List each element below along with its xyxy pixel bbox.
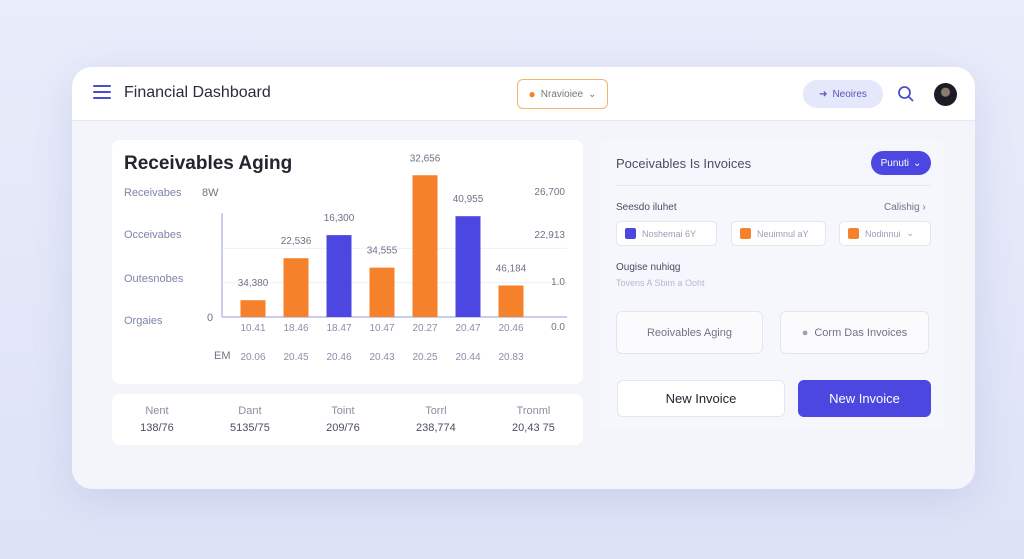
stats-bar: Nent 138/76 Dant 5135/75 Toint 209/76 Torrl… xyxy=(112,394,583,445)
page-title: Financial Dashboard xyxy=(124,84,271,101)
row-label: Outesnobes xyxy=(124,273,184,285)
stat-label: Torrl xyxy=(425,405,447,417)
user-selector-label: Nravioiee xyxy=(540,88,584,100)
new-invoice-button-secondary[interactable]: New Invoice xyxy=(617,380,785,417)
stat: Toint 209/76 xyxy=(326,405,360,434)
receivables-aging-chart: Receivables Aging Receivabes Occeivabes … xyxy=(112,140,583,384)
stat-value: 138/76 xyxy=(140,422,174,434)
stat-value: 209/76 xyxy=(326,422,360,434)
x-tick-label: 20.47 xyxy=(455,323,480,334)
user-icon: ● xyxy=(528,87,536,101)
x-tick-label: 18.46 xyxy=(283,323,308,334)
bar xyxy=(326,235,352,317)
tag-icon xyxy=(848,228,859,239)
right-axis-label: 1.0 xyxy=(551,277,565,288)
stat: Torrl 238,774 xyxy=(416,405,456,434)
right-axis-label: 22,913 xyxy=(534,230,565,241)
bar xyxy=(369,267,395,317)
section-title: Ougise nuhiqg xyxy=(616,262,681,273)
stat: Dant 5135/75 xyxy=(230,405,270,434)
stat-label: Toint xyxy=(331,405,355,417)
x-tick-label: 18.47 xyxy=(326,323,351,334)
chevron-right-icon: › xyxy=(922,202,926,213)
user-icon: ● xyxy=(801,326,809,339)
data-label: 16,300 xyxy=(324,213,355,224)
stat-label: Tronml xyxy=(516,405,551,417)
section-title: Seesdo iluhet xyxy=(616,202,677,213)
filter-chip[interactable]: Neuimnul aY xyxy=(731,221,826,246)
period-dropdown[interactable]: Punuti ⌄ xyxy=(871,151,931,175)
notifications-pill[interactable]: ➜ Neoires xyxy=(803,80,883,108)
chip-label: Nodinnui xyxy=(865,228,901,239)
section-link[interactable]: Calishig › xyxy=(884,202,926,213)
x-tick-label: 10.41 xyxy=(240,323,265,334)
menu-icon[interactable] xyxy=(93,85,111,99)
row-label: Orgaies xyxy=(124,315,163,327)
right-axis-label: 0.0 xyxy=(551,322,565,333)
stat-value: 20,43 75 xyxy=(512,422,555,434)
x-tick-label: 10.47 xyxy=(369,323,394,334)
tile-label: Corm Das Invoices xyxy=(814,326,908,339)
stat-label: Dant xyxy=(238,405,262,417)
stat: Nent 138/76 xyxy=(140,405,174,434)
data-label: 34,380 xyxy=(238,278,269,289)
bottom-left-label: EM xyxy=(214,350,231,362)
stat: Tronml 20,43 75 xyxy=(512,405,555,434)
tile-label: Reoivables Aging xyxy=(646,326,732,339)
data-label: 40,955 xyxy=(453,194,484,205)
bar xyxy=(455,216,481,317)
stat-label: Nent xyxy=(145,405,169,417)
chevron-down-icon: ⌄ xyxy=(588,88,597,100)
filter-chip[interactable]: Noshemai 6Y xyxy=(616,221,717,246)
data-label: 46,184 xyxy=(496,264,527,275)
tag-icon xyxy=(740,228,751,239)
pill-label: Neoires xyxy=(832,88,867,100)
section-subtitle: Tovens A Sbim a Ooht xyxy=(616,278,705,288)
x-tick-label-secondary: 20.44 xyxy=(455,352,480,363)
lock-icon xyxy=(625,228,636,239)
x-tick-label-secondary: 20.46 xyxy=(326,352,351,363)
chevron-down-icon: ⌄ xyxy=(906,228,915,238)
period-label: Punuti xyxy=(880,157,909,169)
row-label: Receivabes xyxy=(124,187,182,199)
chip-label: Neuimnul aY xyxy=(757,228,809,239)
user-selector[interactable]: ● Nravioiee ⌄ xyxy=(517,79,608,109)
arrow-icon: ➜ xyxy=(819,88,828,100)
bar xyxy=(498,285,524,317)
unit-label: 8W xyxy=(202,187,219,199)
header: Financial Dashboard ● Nravioiee ⌄ ➜ Neoires xyxy=(72,67,975,121)
invoices-tile[interactable]: ● Corm Das Invoices xyxy=(780,311,929,354)
bar xyxy=(283,258,309,317)
x-tick-label-secondary: 20.43 xyxy=(369,352,394,363)
search-icon[interactable] xyxy=(897,85,915,103)
row-label: Occeivabes xyxy=(124,229,182,241)
stat-value: 5135/75 xyxy=(230,422,270,434)
avatar[interactable] xyxy=(934,83,957,106)
zero-label: 0 xyxy=(207,312,214,324)
chart-plot: 34,380 10.41 20.06 22,536 18.46 20.45 16,300 18… xyxy=(221,153,567,363)
x-tick-label-secondary: 20.45 xyxy=(283,352,308,363)
panel-title: Poceivables Is Invoices xyxy=(616,156,752,171)
x-tick-label-secondary: 20.06 xyxy=(240,352,265,363)
receivables-aging-tile[interactable]: Reoivables Aging xyxy=(616,311,763,354)
chart-title: Receivables Aging xyxy=(124,153,293,174)
stat-value: 238,774 xyxy=(416,422,456,434)
chip-label: Noshemai 6Y xyxy=(642,228,697,239)
x-tick-label: 20.27 xyxy=(412,323,437,334)
x-tick-label-secondary: 20.83 xyxy=(498,352,523,363)
x-tick-label: 20.46 xyxy=(498,323,523,334)
data-label: 34,555 xyxy=(367,246,398,257)
data-label: 32,656 xyxy=(410,153,441,164)
divider xyxy=(616,185,931,186)
bar xyxy=(240,300,266,317)
dashboard-window: Financial Dashboard ● Nravioiee ⌄ ➜ Neoires… xyxy=(72,67,975,489)
new-invoice-button[interactable]: New Invoice xyxy=(798,380,931,417)
bar xyxy=(412,175,438,317)
link-label: Calishig xyxy=(884,202,920,213)
data-label: 22,536 xyxy=(281,236,312,247)
x-tick-label-secondary: 20.25 xyxy=(412,352,437,363)
right-axis-label: 26,700 xyxy=(534,187,565,198)
chevron-down-icon: ⌄ xyxy=(912,157,922,169)
filter-chip[interactable]: Nodinnui ⌄ xyxy=(839,221,931,246)
